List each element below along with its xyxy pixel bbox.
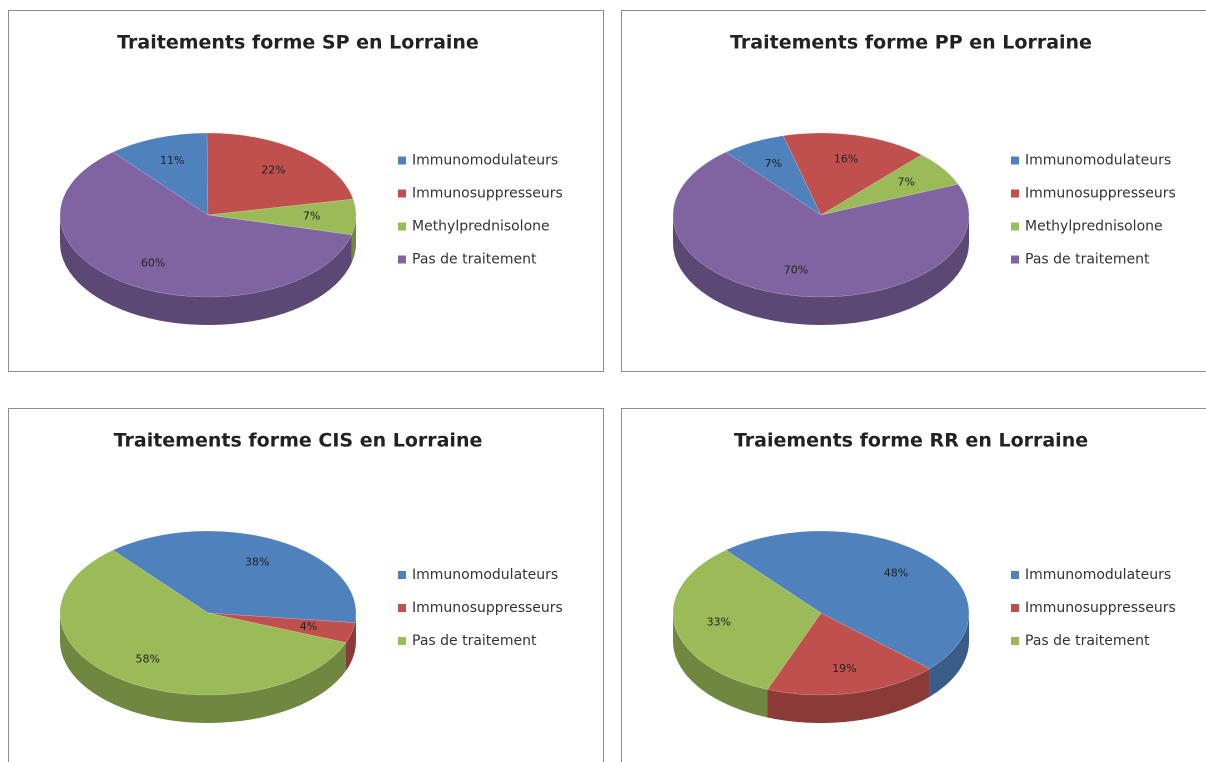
- data-label: 7%: [898, 175, 915, 188]
- chart-panel: Traitements forme CIS en Lorraine 38% 4% 58…: [8, 408, 604, 762]
- pie-slice: [672, 549, 822, 690]
- data-label: 48%: [884, 566, 908, 579]
- legend-swatch: [398, 604, 406, 612]
- data-label: 58%: [135, 653, 159, 666]
- pie-slice: [59, 549, 347, 696]
- chart-panel: Traitements forme PP en Lorraine 7% 16% 7% 7…: [621, 10, 1206, 372]
- data-label: 4%: [300, 620, 317, 633]
- legend-label: Immunosuppresseurs: [1025, 186, 1176, 202]
- legend-label: Pas de traitement: [1025, 252, 1150, 268]
- pie-side: [929, 613, 969, 697]
- legend-label: Pas de traitement: [1025, 633, 1150, 649]
- chart-panel: Traiements forme RR en Lorraine 48% 19% 33%…: [621, 408, 1206, 762]
- legend-label: Immunosuppresseurs: [412, 600, 563, 616]
- data-label: 33%: [707, 615, 731, 628]
- pie-side: [60, 215, 352, 325]
- pie-slice: [207, 198, 357, 236]
- legend-swatch: [1011, 156, 1019, 165]
- legend-label: Immunomodulateurs: [1025, 567, 1171, 583]
- pie-slice: [725, 530, 970, 669]
- pie-slice: [767, 612, 931, 696]
- data-label: 19%: [832, 662, 856, 675]
- pie-slice: [725, 135, 822, 216]
- legend-swatch: [1011, 604, 1019, 612]
- pie-side: [354, 613, 356, 651]
- legend-swatch: [1011, 222, 1019, 231]
- data-label: 7%: [303, 209, 320, 222]
- legend-swatch: [1011, 637, 1019, 645]
- legend-label: Pas de traitement: [412, 252, 537, 268]
- chart-title: Traitements forme PP en Lorraine: [730, 32, 1092, 54]
- legend-label: Immunomodulateurs: [412, 153, 558, 169]
- legend-swatch: [398, 571, 406, 579]
- legend-label: Pas de traitement: [412, 633, 537, 649]
- legend-label: Immunosuppresseurs: [412, 186, 563, 202]
- data-label: 22%: [261, 164, 285, 177]
- pie-side: [345, 622, 355, 671]
- data-label: 16%: [834, 152, 858, 165]
- pie-side: [351, 215, 356, 263]
- pie-slice: [672, 151, 970, 298]
- pie-slice: [820, 154, 959, 216]
- pie-slice: [112, 132, 209, 216]
- data-label: 60%: [141, 257, 165, 270]
- pie-side: [767, 668, 930, 723]
- data-label: 7%: [765, 157, 782, 170]
- legend-label: Immunosuppresseurs: [1025, 600, 1176, 616]
- pie-slice: [112, 530, 357, 623]
- legend-label: Immunomodulateurs: [412, 567, 558, 583]
- pie-slice: [207, 612, 356, 643]
- legend-swatch: [1011, 255, 1019, 264]
- legend-swatch: [1011, 571, 1019, 579]
- pie-slice: [206, 132, 354, 216]
- data-label: 70%: [784, 264, 808, 277]
- pie-side: [60, 613, 346, 723]
- pie-slice: [782, 132, 923, 216]
- legend-label: Immunomodulateurs: [1025, 153, 1171, 169]
- legend-swatch: [398, 156, 406, 165]
- pie-side: [673, 613, 768, 718]
- pie-side: [673, 215, 969, 325]
- chart-panel: Traitements forme SP en Lorraine 11% 22% 7%…: [8, 10, 604, 372]
- chart-title: Traitements forme CIS en Lorraine: [114, 430, 483, 452]
- legend-swatch: [398, 637, 406, 645]
- legend-label: Methylprednisolone: [1025, 219, 1163, 235]
- legend-label: Methylprednisolone: [412, 219, 550, 235]
- legend-swatch: [1011, 189, 1019, 198]
- legend-swatch: [398, 189, 406, 198]
- pie-slice: [59, 151, 352, 298]
- legend-swatch: [398, 255, 406, 264]
- data-label: 38%: [245, 556, 269, 569]
- chart-title: Traiements forme RR en Lorraine: [734, 430, 1088, 452]
- data-label: 11%: [160, 154, 184, 167]
- legend-swatch: [398, 222, 406, 231]
- chart-title: Traitements forme SP en Lorraine: [117, 32, 479, 54]
